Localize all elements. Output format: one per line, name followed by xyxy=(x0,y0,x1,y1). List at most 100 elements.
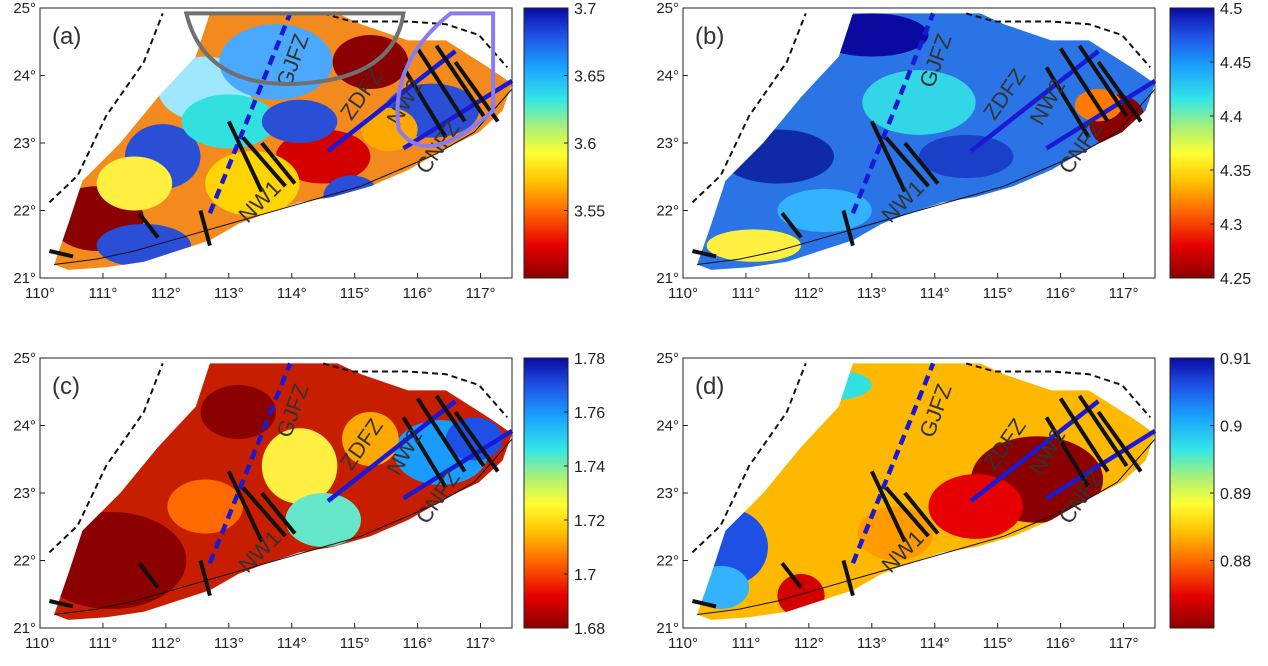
fault-cnfz-line xyxy=(402,428,514,501)
colorbar xyxy=(1169,357,1215,629)
x-tick-label: 110° xyxy=(25,635,55,652)
panel-label: (b) xyxy=(695,23,724,50)
x-tick-label: 110° xyxy=(668,635,698,652)
nw-fault-segment xyxy=(137,211,160,239)
x-tick-label: 115° xyxy=(983,285,1013,302)
y-tick-label: 25° xyxy=(13,0,36,17)
x-tick-label: 117° xyxy=(466,285,496,302)
y-tick-label: 22° xyxy=(13,203,36,220)
nw-fault-segment xyxy=(401,66,448,139)
colorbar xyxy=(523,7,569,279)
colorbar-tick-label: 3.65 xyxy=(574,69,605,86)
colorbar-tick-label: 4.45 xyxy=(1220,55,1251,72)
colorbar-tick-label: 3.6 xyxy=(574,136,596,153)
province-border xyxy=(48,363,164,554)
nw-fault-segment xyxy=(1058,47,1110,123)
nw-fault-segment xyxy=(869,120,907,193)
x-tick-label: 114° xyxy=(277,285,307,302)
colorbar-tick-label: 0.88 xyxy=(1220,554,1251,571)
nw-fault-segment xyxy=(903,491,940,535)
fault-gjfz-line xyxy=(850,362,936,565)
nw-fault-segment xyxy=(241,486,287,538)
y-tick-label: 25° xyxy=(656,0,679,17)
y-tick-label: 24° xyxy=(656,418,679,435)
colorbar-tick-label: 1.76 xyxy=(574,405,605,422)
contour-patch xyxy=(54,511,187,610)
colorbar-tick-label: 1.72 xyxy=(574,513,605,530)
y-tick-label: 23° xyxy=(656,485,679,502)
y-tick-label: 24° xyxy=(13,68,36,85)
contour-patch xyxy=(181,94,276,149)
x-tick-label: 113° xyxy=(214,285,244,302)
contour-patch xyxy=(219,24,333,100)
colorbar-tick-label: 0.91 xyxy=(1220,351,1251,368)
province-border xyxy=(965,12,1152,69)
province-border xyxy=(48,13,164,204)
colorbar-tick-label: 4.25 xyxy=(1220,271,1251,288)
x-tick-label: 112° xyxy=(794,285,824,302)
y-tick-label: 24° xyxy=(656,68,679,85)
contour-patch xyxy=(96,224,192,268)
x-tick-label: 111° xyxy=(732,635,761,652)
x-tick-label: 113° xyxy=(214,635,244,652)
colorbar-tick-label: 4.5 xyxy=(1220,1,1242,18)
nw-fault-segment xyxy=(841,209,855,247)
purple-arc-overlay xyxy=(395,11,496,148)
province-border xyxy=(691,363,807,554)
coastline xyxy=(54,438,513,615)
nw-fault-segment xyxy=(780,561,803,589)
fault-cnfz-line xyxy=(1045,428,1157,501)
y-tick-label: 21° xyxy=(656,620,679,637)
colorbar-tick-label: 1.68 xyxy=(574,621,605,638)
nw-fault-segment xyxy=(884,136,930,188)
colorbar-tick-label: 3.7 xyxy=(574,1,596,18)
nw-fault-segment xyxy=(434,44,486,118)
colorbar-tick-label: 3.55 xyxy=(574,204,605,221)
colorbar-tick-label: 1.7 xyxy=(574,567,596,584)
fault-zdfz-line xyxy=(969,49,1100,153)
province-border xyxy=(322,12,509,69)
contour-patch xyxy=(167,479,243,534)
x-tick-label: 114° xyxy=(920,285,950,302)
x-tick-label: 112° xyxy=(794,635,824,652)
nw-fault-segment xyxy=(198,209,212,247)
nw-fault-segment xyxy=(48,249,74,259)
colorbar-tick-label: 1.74 xyxy=(574,459,605,476)
fault-gjfz-line xyxy=(207,362,293,565)
contour-patch xyxy=(342,412,399,466)
x-tick-label: 113° xyxy=(857,635,887,652)
contour-patch xyxy=(777,574,825,618)
x-tick-label: 111° xyxy=(89,635,118,652)
nw-fault-segment xyxy=(415,397,467,473)
nw-fault-segment xyxy=(453,410,500,473)
fault-gjfz-line xyxy=(850,12,936,215)
nw-fault-segment xyxy=(415,47,467,123)
nw-fault-segment xyxy=(1096,410,1143,473)
contour-patch xyxy=(360,107,418,152)
nw-fault-segment xyxy=(1058,397,1110,473)
x-tick-label: 114° xyxy=(920,635,950,652)
y-tick-label: 22° xyxy=(13,553,36,570)
x-tick-label: 117° xyxy=(1109,285,1139,302)
coastline xyxy=(697,88,1156,265)
nw-fault-segment xyxy=(401,416,448,489)
coastline xyxy=(54,88,513,265)
x-tick-label: 117° xyxy=(466,635,496,652)
nw-fault-segment xyxy=(226,470,264,543)
contour-patch xyxy=(261,99,338,143)
x-tick-label: 113° xyxy=(857,285,887,302)
nw-fault-segment xyxy=(884,486,930,538)
contour-patch xyxy=(200,385,276,439)
fault-zdfz-line xyxy=(326,399,457,503)
x-tick-label: 115° xyxy=(340,285,370,302)
nw-fault-segment xyxy=(841,559,855,597)
y-tick-label: 21° xyxy=(13,620,36,637)
x-tick-label: 112° xyxy=(151,285,181,302)
y-tick-label: 21° xyxy=(13,270,36,287)
contour-patch xyxy=(706,229,801,262)
colorbar-tick-label: 0.89 xyxy=(1220,486,1251,503)
